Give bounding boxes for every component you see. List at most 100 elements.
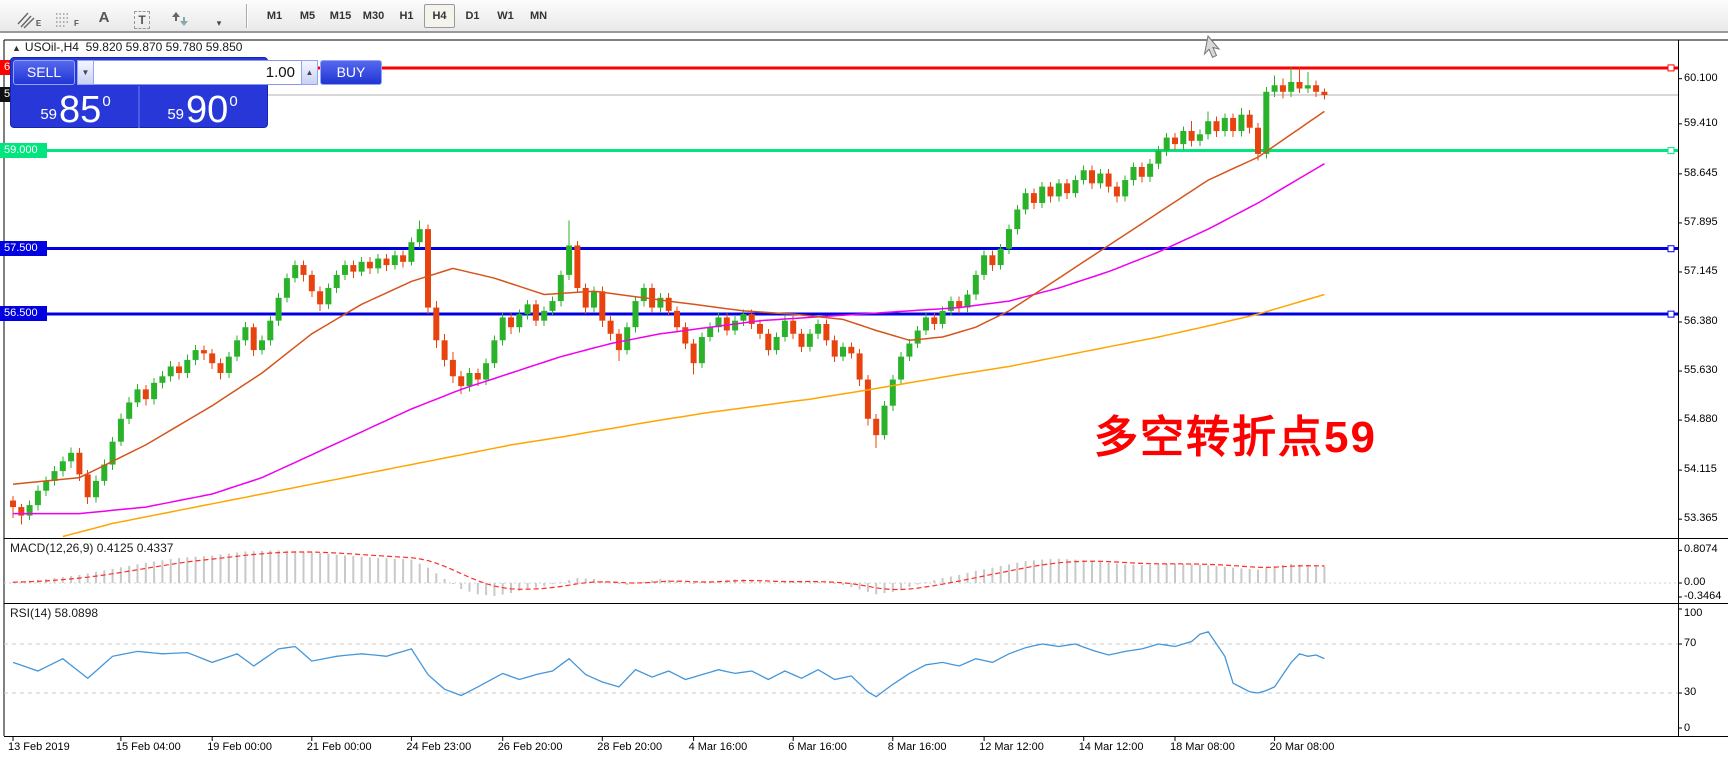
time-axis-label: 20 Mar 08:00: [1269, 741, 1335, 753]
price-tick-label: 56.380: [1684, 314, 1718, 327]
candle-body: [333, 274, 340, 288]
candle-body: [1039, 186, 1046, 203]
rsi-axis-label: 30: [1684, 686, 1697, 698]
candle-body: [649, 287, 656, 308]
price-tick-label: 54.115: [1684, 463, 1717, 476]
timeframe-button-H4[interactable]: H4: [424, 3, 455, 28]
candle-body: [176, 366, 182, 373]
equidistant-channel-icon[interactable]: E: [12, 3, 44, 29]
candle-body: [192, 350, 199, 360]
candle-body: [259, 340, 265, 351]
timeframe-button-M15[interactable]: M15: [329, 9, 352, 22]
candle-body: [1321, 91, 1328, 96]
timeframe-button-MN[interactable]: MN: [529, 9, 548, 22]
ma-mid-line: [13, 163, 1325, 515]
candle-body: [383, 258, 390, 266]
candle-body: [508, 317, 514, 328]
candle-body: [1080, 170, 1087, 181]
timeframe-button-M1[interactable]: M1: [266, 9, 283, 22]
price-tick-label: 55.630: [1684, 364, 1718, 377]
candle-body: [723, 317, 730, 331]
candle-body: [209, 353, 216, 364]
timeframe-button-H1[interactable]: H1: [399, 9, 414, 22]
candle-body: [1014, 209, 1021, 230]
candle-body: [1263, 91, 1270, 154]
candle-body: [732, 320, 739, 331]
candle-body: [1230, 117, 1237, 132]
candle-body: [499, 317, 506, 341]
symbol-header: ▲ USOil-,H4 59.820 59.870 59.780 59.850: [12, 40, 242, 54]
candle-body: [574, 245, 581, 288]
candle-body: [532, 304, 539, 321]
candle-body: [989, 255, 996, 266]
collapse-triangle-icon[interactable]: ▲: [12, 43, 21, 53]
ma-fast-line: [12, 110, 1325, 485]
candle-body: [1196, 134, 1203, 141]
candle-body: [200, 350, 207, 354]
candle-body: [491, 340, 498, 364]
sell-button[interactable]: SELL: [13, 60, 75, 85]
candle-body: [26, 505, 33, 516]
price-tick-label: 57.895: [1684, 215, 1718, 228]
candle-body: [981, 255, 988, 275]
buy-price-display[interactable]: 59 90 0: [140, 86, 265, 131]
candle-body: [1172, 137, 1178, 145]
candle-body: [117, 418, 124, 442]
timeframe-button-M30[interactable]: M30: [362, 9, 385, 22]
candle-body: [972, 274, 979, 295]
candle-body: [1097, 173, 1104, 184]
candle-body: [126, 402, 133, 419]
candle-body: [43, 480, 50, 491]
candle-body: [607, 320, 614, 334]
candle-body: [715, 317, 722, 328]
candle-body: [914, 330, 921, 344]
candle-body: [698, 337, 705, 364]
candle-body: [1089, 170, 1095, 184]
candle-body: [225, 356, 232, 373]
candle-body: [483, 363, 490, 380]
candle-body: [1221, 117, 1228, 132]
volume-decrease-button[interactable]: ▼: [77, 60, 94, 85]
candle-body: [1147, 163, 1154, 177]
buy-button[interactable]: BUY: [320, 60, 382, 85]
candle-body: [184, 359, 191, 373]
candle-body: [375, 258, 382, 269]
time-axis-label: 14 Mar 12:00: [1078, 741, 1144, 753]
volume-increase-button[interactable]: ▲: [301, 60, 318, 85]
dropdown-caret-icon[interactable]: ▾: [216, 17, 222, 28]
timeframe-button-W1[interactable]: W1: [497, 9, 514, 22]
volume-input[interactable]: [94, 60, 301, 85]
ma-fast-line: [12, 110, 1325, 485]
rsi-axis-label: 70: [1684, 637, 1697, 649]
fibonacci-lines-icon[interactable]: F: [50, 3, 82, 29]
sell-price-display[interactable]: 59 85 0: [13, 86, 140, 129]
candle-body: [939, 310, 946, 324]
candle-body: [441, 340, 448, 360]
time-axis-label: 26 Feb 20:00: [497, 741, 563, 753]
candle-body: [267, 320, 274, 341]
candle-body: [1130, 166, 1137, 181]
chart-text-annotation[interactable]: 多空转折点59: [1094, 413, 1377, 462]
text-label-icon[interactable]: A: [98, 8, 110, 26]
price-badge-57.500: 57.500: [0, 240, 47, 256]
macd-indicator-label: MACD(12,26,9) 0.4125 0.4337: [10, 541, 174, 555]
timeframe-button-D1[interactable]: D1: [465, 9, 480, 22]
rsi-axis-label: 0: [1684, 722, 1691, 734]
candle-body: [1304, 85, 1311, 89]
timeframe-button-M5[interactable]: M5: [299, 9, 316, 22]
candle-body: [1113, 186, 1120, 197]
candle-body: [748, 314, 755, 324]
candle-body: [449, 359, 456, 377]
candle-body: [674, 310, 680, 328]
candle-body: [350, 265, 357, 272]
text-box-icon[interactable]: T: [126, 3, 158, 29]
candle-body: [300, 265, 307, 275]
candle-body: [931, 317, 938, 324]
buy-price-big: 90: [186, 89, 229, 131]
candle-body: [864, 379, 871, 419]
candle-body: [757, 323, 763, 334]
arrange-arrows-icon[interactable]: [164, 3, 196, 29]
candles-series: [10, 67, 1328, 525]
candle-body: [806, 333, 813, 347]
